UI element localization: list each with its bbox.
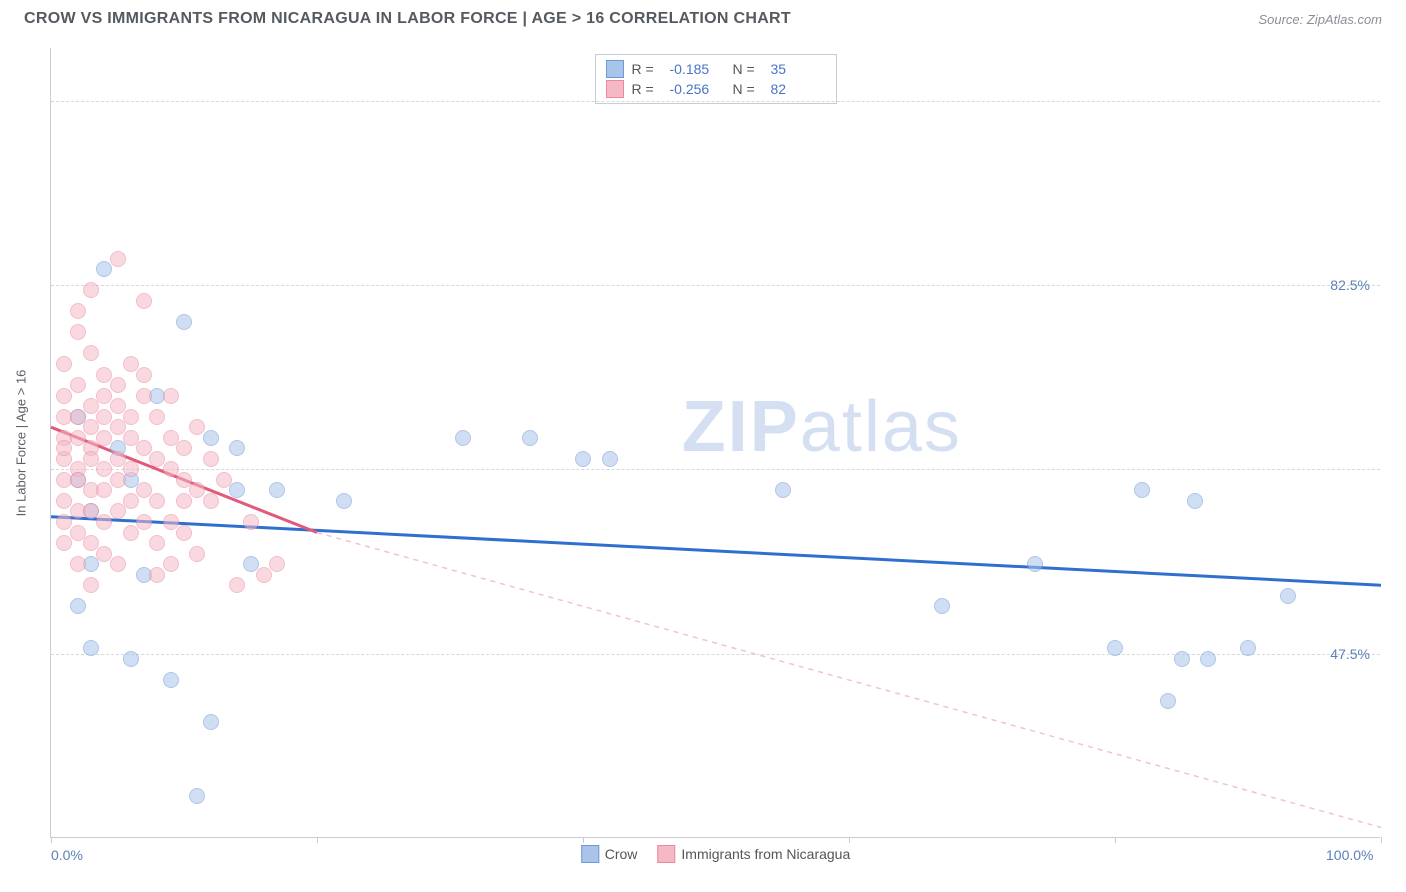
data-point xyxy=(203,493,219,509)
data-point xyxy=(96,261,112,277)
data-point xyxy=(176,314,192,330)
chart-title: CROW VS IMMIGRANTS FROM NICARAGUA IN LAB… xyxy=(24,10,791,28)
data-point xyxy=(149,567,165,583)
data-point xyxy=(575,451,591,467)
data-point xyxy=(149,535,165,551)
x-tick xyxy=(1381,837,1382,843)
legend-item-nicaragua: Immigrants from Nicaragua xyxy=(657,845,850,863)
data-point xyxy=(1134,482,1150,498)
data-point xyxy=(1160,693,1176,709)
x-tick-label: 100.0% xyxy=(1326,847,1373,863)
data-point xyxy=(1240,640,1256,656)
header: CROW VS IMMIGRANTS FROM NICARAGUA IN LAB… xyxy=(0,0,1406,34)
data-point xyxy=(123,651,139,667)
legend-item-crow: Crow xyxy=(581,845,638,863)
data-point xyxy=(1200,651,1216,667)
source-attribution: Source: ZipAtlas.com xyxy=(1258,12,1382,27)
data-point xyxy=(70,598,86,614)
data-point xyxy=(110,472,126,488)
data-point xyxy=(229,440,245,456)
data-point xyxy=(110,556,126,572)
data-point xyxy=(189,546,205,562)
data-point xyxy=(149,409,165,425)
series-legend: Crow Immigrants from Nicaragua xyxy=(581,845,851,863)
data-point xyxy=(56,535,72,551)
data-point xyxy=(203,430,219,446)
data-point xyxy=(96,514,112,530)
data-point xyxy=(775,482,791,498)
data-point xyxy=(216,472,232,488)
data-point xyxy=(269,556,285,572)
data-point xyxy=(455,430,471,446)
data-point xyxy=(189,788,205,804)
data-point xyxy=(934,598,950,614)
legend-label-crow: Crow xyxy=(605,846,638,862)
data-point xyxy=(1187,493,1203,509)
data-point xyxy=(123,461,139,477)
trend-lines xyxy=(51,48,1381,838)
data-point xyxy=(83,577,99,593)
data-point xyxy=(70,556,86,572)
data-point xyxy=(1027,556,1043,572)
y-axis-label: In Labor Force | Age > 16 xyxy=(14,369,29,516)
data-point xyxy=(110,503,126,519)
data-point xyxy=(56,440,72,456)
data-point xyxy=(83,345,99,361)
data-point xyxy=(56,388,72,404)
data-point xyxy=(163,388,179,404)
data-point xyxy=(136,388,152,404)
data-point xyxy=(70,303,86,319)
data-point xyxy=(243,514,259,530)
data-point xyxy=(602,451,618,467)
swatch-crow xyxy=(581,845,599,863)
data-point xyxy=(136,367,152,383)
data-point xyxy=(1280,588,1296,604)
data-point xyxy=(176,493,192,509)
legend-label-nicaragua: Immigrants from Nicaragua xyxy=(681,846,850,862)
data-point xyxy=(229,577,245,593)
data-point xyxy=(70,377,86,393)
data-point xyxy=(123,409,139,425)
data-point xyxy=(176,440,192,456)
data-point xyxy=(522,430,538,446)
data-point xyxy=(83,282,99,298)
data-point xyxy=(163,672,179,688)
x-tick-label: 0.0% xyxy=(51,847,83,863)
data-point xyxy=(336,493,352,509)
data-point xyxy=(136,293,152,309)
data-point xyxy=(229,482,245,498)
data-point xyxy=(203,451,219,467)
data-point xyxy=(96,430,112,446)
data-point xyxy=(96,482,112,498)
data-point xyxy=(56,356,72,372)
data-point xyxy=(136,514,152,530)
swatch-nicaragua xyxy=(657,845,675,863)
data-point xyxy=(1174,651,1190,667)
data-point xyxy=(110,251,126,267)
data-point xyxy=(189,419,205,435)
data-point xyxy=(203,714,219,730)
data-point xyxy=(176,525,192,541)
data-point xyxy=(83,640,99,656)
data-point xyxy=(70,324,86,340)
data-point xyxy=(110,377,126,393)
data-point xyxy=(163,556,179,572)
data-point xyxy=(269,482,285,498)
data-point xyxy=(1107,640,1123,656)
data-point xyxy=(149,493,165,509)
data-point xyxy=(256,567,272,583)
data-point xyxy=(123,525,139,541)
data-point xyxy=(123,493,139,509)
correlation-scatter-chart: In Labor Force | Age > 16 ZIPatlas R = -… xyxy=(50,48,1380,838)
